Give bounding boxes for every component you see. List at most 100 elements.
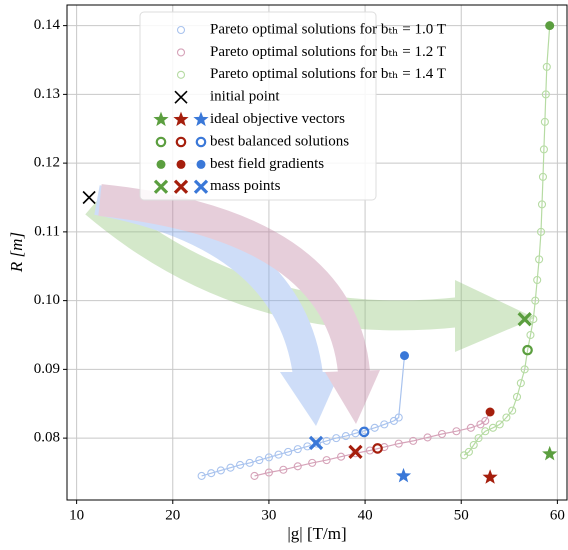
series-line xyxy=(254,411,491,477)
legend-label: Pareto optimal solutions for bₜₕ = 1.2 T xyxy=(210,44,446,60)
y-tick-label: 0.08 xyxy=(34,430,60,446)
point xyxy=(348,444,363,460)
point xyxy=(308,435,324,451)
point xyxy=(542,62,551,71)
point xyxy=(255,456,264,465)
point xyxy=(541,90,550,99)
point xyxy=(358,426,370,438)
point xyxy=(495,420,504,429)
point xyxy=(502,413,511,422)
point xyxy=(485,407,495,417)
point xyxy=(176,25,186,35)
point xyxy=(250,471,259,480)
y-axis-label: R [m] xyxy=(7,232,26,273)
arrow-head xyxy=(325,370,380,424)
point xyxy=(488,423,498,432)
legend-label: best balanced solutions xyxy=(210,133,349,149)
point xyxy=(481,427,490,436)
point xyxy=(226,463,235,472)
point xyxy=(336,452,346,461)
x-tick-label: 50 xyxy=(454,507,469,523)
point xyxy=(474,434,483,443)
y-tick-label: 0.12 xyxy=(34,155,60,171)
x-tick-label: 20 xyxy=(165,507,180,523)
point xyxy=(522,344,533,356)
point xyxy=(464,447,473,456)
point xyxy=(332,434,341,443)
point xyxy=(308,458,317,467)
point xyxy=(380,420,389,429)
x-tick-label: 30 xyxy=(261,507,276,523)
x-tick-label: 40 xyxy=(358,507,373,523)
arrow-red xyxy=(98,184,370,374)
point xyxy=(173,111,189,127)
point xyxy=(245,458,254,467)
point xyxy=(176,48,186,57)
arrow-head xyxy=(280,372,340,426)
point xyxy=(452,427,461,436)
x-tick-label: 10 xyxy=(69,507,84,523)
point xyxy=(341,432,350,441)
point xyxy=(400,351,409,361)
point xyxy=(216,466,225,475)
point xyxy=(236,460,245,469)
point xyxy=(537,200,547,209)
y-tick-label: 0.11 xyxy=(34,223,60,239)
point xyxy=(193,179,209,194)
point xyxy=(293,445,302,454)
point xyxy=(469,440,478,450)
legend-label: mass points xyxy=(210,178,281,194)
axes-frame xyxy=(66,4,568,501)
point xyxy=(322,436,331,445)
point xyxy=(82,190,96,205)
point xyxy=(529,315,538,324)
y-tick-label: 0.14 xyxy=(34,17,61,33)
y-tick-label: 0.13 xyxy=(34,86,60,102)
point xyxy=(293,462,302,471)
point xyxy=(539,145,548,154)
point xyxy=(173,179,189,194)
point xyxy=(274,450,283,459)
point xyxy=(207,469,216,478)
point xyxy=(279,465,288,474)
point xyxy=(155,136,167,148)
point xyxy=(370,423,379,432)
point xyxy=(545,21,555,31)
point xyxy=(508,406,517,415)
legend-label: Pareto optimal solutions for bₜₕ = 1.4 T xyxy=(210,66,446,82)
point xyxy=(196,159,206,169)
point xyxy=(174,90,188,104)
point xyxy=(264,468,273,477)
series-line xyxy=(463,25,551,456)
point xyxy=(193,111,209,127)
point xyxy=(540,117,549,126)
point xyxy=(394,413,403,422)
legend-label: initial point xyxy=(210,89,280,105)
arrow-green xyxy=(85,191,462,331)
point xyxy=(542,445,558,461)
point xyxy=(351,429,360,438)
point xyxy=(538,172,548,181)
legend-box xyxy=(139,11,377,201)
point xyxy=(526,330,535,340)
point xyxy=(531,296,540,305)
point xyxy=(394,439,403,448)
point xyxy=(395,467,412,483)
legend: Pareto optimal solutions for bₜₕ = 1.0 T… xyxy=(139,11,446,201)
y-tick-label: 0.10 xyxy=(34,292,60,308)
point xyxy=(481,416,490,425)
point xyxy=(409,436,418,445)
point xyxy=(372,443,383,454)
point xyxy=(284,447,293,456)
point xyxy=(516,379,525,388)
plot-area xyxy=(82,21,558,484)
arrows xyxy=(85,184,535,426)
arrow-head xyxy=(455,280,535,352)
legend-label: ideal objective vectors xyxy=(210,111,345,127)
point xyxy=(520,365,529,374)
y-tick-label: 0.09 xyxy=(34,361,60,377)
point xyxy=(517,312,532,327)
legend-label: Pareto optimal solutions for bₜₕ = 1.0 T xyxy=(210,21,446,37)
point xyxy=(466,423,475,432)
